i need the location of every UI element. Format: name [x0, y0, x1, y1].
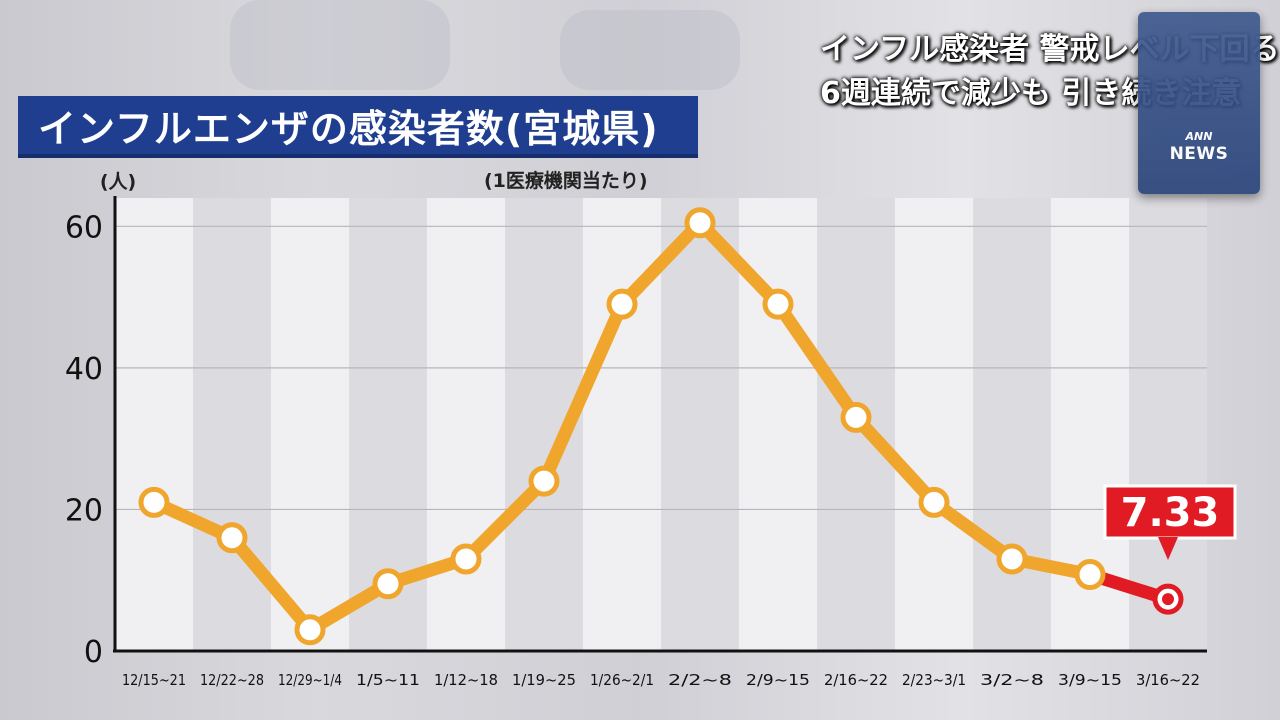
- data-point-marker: [918, 486, 950, 518]
- x-tick-label: 2/23~3/1: [902, 671, 966, 689]
- column-band: [895, 198, 973, 651]
- ann-news-logo: ANN NEWS: [1138, 12, 1260, 194]
- background-panel: [230, 0, 450, 90]
- data-point-marker: [684, 207, 716, 239]
- data-point-marker: [450, 543, 482, 575]
- logo-news-text: NEWS: [1169, 144, 1229, 164]
- data-point: [138, 486, 170, 518]
- x-tick-label: 3/16~22: [1136, 671, 1200, 689]
- column-band: [739, 198, 817, 651]
- data-point-marker: [840, 401, 872, 433]
- x-tick-label: 2/9~15: [746, 671, 810, 689]
- chart-title: インフルエンザの感染者数(宮城県): [38, 106, 659, 151]
- x-tick-label: 1/19~25: [512, 671, 576, 689]
- title-banner: インフルエンザの感染者数(宮城県): [18, 96, 698, 158]
- column-band: [115, 198, 193, 651]
- x-tick-label: 12/22~28: [200, 671, 264, 689]
- data-point: [606, 288, 638, 320]
- x-tick-label: 3/9~15: [1058, 671, 1122, 689]
- data-point-marker: [996, 543, 1028, 575]
- data-point: [762, 288, 794, 320]
- data-point-marker: [216, 522, 248, 554]
- background-panel: [560, 10, 740, 90]
- chart-subtitle: (1医療機関当たり): [484, 170, 648, 192]
- data-point: [528, 465, 560, 497]
- data-point-marker: [372, 568, 404, 600]
- data-point-marker: [606, 288, 638, 320]
- x-tick-label: 1/26~2/1: [590, 671, 654, 689]
- column-band: [427, 198, 505, 651]
- x-tick-label: 3/2~8: [980, 671, 1044, 689]
- y-tick-label: 40: [65, 352, 103, 387]
- column-band: [193, 198, 271, 651]
- data-point-marker: [762, 288, 794, 320]
- value-callout: 7.33: [1103, 484, 1237, 560]
- x-tick-label: 2/16~22: [824, 671, 888, 689]
- column-band: [973, 198, 1051, 651]
- x-tick-label: 2/2~8: [668, 671, 732, 689]
- data-point-marker: [138, 486, 170, 518]
- data-point: [1074, 559, 1106, 591]
- callout-pointer: [1158, 537, 1178, 560]
- data-point: [918, 486, 950, 518]
- callout-value: 7.33: [1121, 490, 1220, 536]
- data-point-marker: [294, 614, 326, 646]
- column-band: [271, 198, 349, 651]
- x-tick-label: 12/15~21: [122, 671, 186, 689]
- column-band: [583, 198, 661, 651]
- column-band: [1129, 198, 1207, 651]
- data-point: [684, 207, 716, 239]
- column-band: [661, 198, 739, 651]
- data-point: [996, 543, 1028, 575]
- x-tick-label: 1/5~11: [356, 671, 420, 689]
- y-tick-label: 60: [65, 210, 103, 245]
- data-point: [294, 614, 326, 646]
- data-point-marker: [1074, 559, 1106, 591]
- x-tick-label: 1/12~18: [434, 671, 498, 689]
- data-point-marker: [528, 465, 560, 497]
- data-point: [372, 568, 404, 600]
- data-point-dot: [1162, 593, 1174, 606]
- data-point-latest: [1152, 583, 1184, 615]
- logo-ann-text: ANN: [1185, 130, 1213, 143]
- data-point: [216, 522, 248, 554]
- y-tick-label: 0: [84, 635, 103, 670]
- x-tick-label: 12/29~1/4: [278, 671, 342, 689]
- y-axis-label: (人): [100, 171, 136, 193]
- data-point: [840, 401, 872, 433]
- data-point: [450, 543, 482, 575]
- y-tick-label: 20: [65, 493, 103, 528]
